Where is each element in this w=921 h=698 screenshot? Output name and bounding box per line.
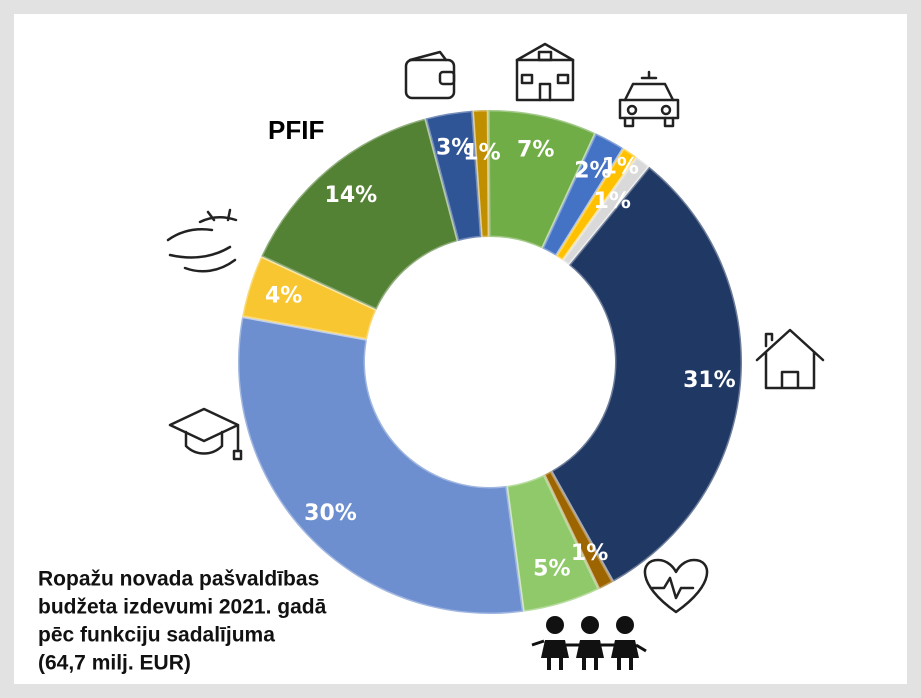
- slice: [423, 109, 483, 243]
- annotation: PFIF: [268, 115, 324, 145]
- slice-label: 31%: [683, 368, 736, 393]
- slice-label: 4%: [265, 284, 302, 309]
- title-line: (64,7 milj. EUR): [38, 652, 191, 675]
- slice: [486, 108, 598, 251]
- title-line: budžeta izdevumi 2021. gadā: [38, 596, 327, 619]
- title-line: pēc funkciju sadalījuma: [38, 624, 275, 647]
- slice: [554, 146, 639, 263]
- icons: [166, 42, 825, 614]
- slice-label: 30%: [304, 501, 357, 526]
- slice-label: 1%: [571, 541, 608, 566]
- slice: [548, 164, 744, 585]
- slice-label: 5%: [533, 556, 570, 581]
- slice-label: 2%: [574, 159, 611, 184]
- slice-label: 14%: [325, 183, 378, 208]
- slice-label: 1%: [463, 140, 500, 165]
- slice: [470, 108, 491, 239]
- slice-label: 3%: [436, 135, 473, 160]
- slice-label: 1%: [602, 154, 639, 179]
- people-icon: [531, 616, 647, 670]
- slice: [236, 314, 526, 616]
- slice: [504, 472, 601, 614]
- slice-label: 7%: [517, 137, 554, 162]
- slice-label: 1%: [594, 189, 631, 214]
- title-line: Ropažu novada pašvaldības: [38, 568, 319, 591]
- slices: [236, 108, 744, 616]
- chart-title: Ropažu novada pašvaldības budžeta izdevum…: [38, 568, 327, 675]
- slice: [259, 116, 460, 312]
- slice-labels: 1% 7%2%1%1%31%1%5%30%4%14%3%: [265, 135, 736, 581]
- slice: [542, 469, 615, 592]
